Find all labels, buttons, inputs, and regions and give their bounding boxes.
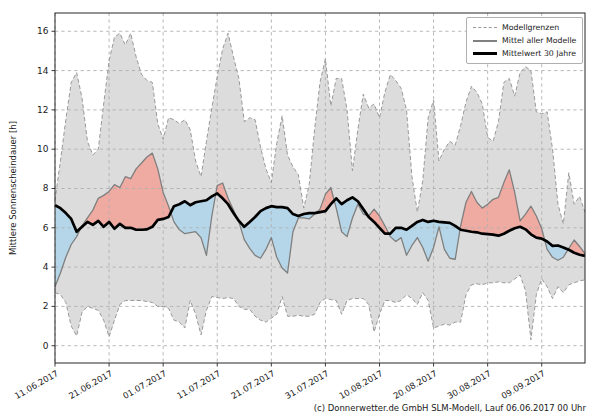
y-tick-label: 16: [37, 26, 49, 36]
y-tick-label: 8: [43, 183, 49, 193]
y-tick-label: 2: [43, 301, 49, 311]
legend: Modellgrenzen Mittel aller Modelle Mitte…: [466, 17, 583, 64]
x-tick-label: 21.07.2017: [229, 368, 276, 401]
x-tick-label: 31.07.2017: [283, 368, 330, 401]
y-tick-label: 14: [37, 66, 49, 76]
x-tick-label: 11.07.2017: [175, 368, 222, 401]
legend-label-modellgrenzen: Modellgrenzen: [502, 23, 559, 32]
legend-label-mittelwert-30-jahre: Mittelwert 30 Jahre: [502, 49, 576, 58]
legend-label-mittel-aller-modelle: Mittel aller Modelle: [502, 36, 576, 45]
dashed-line-icon: [473, 27, 497, 28]
y-tick-label: 6: [43, 223, 49, 233]
y-axis-label: Mittlere Sonnenscheindauer [h]: [8, 121, 18, 255]
figure: 0 2 4 6 8 10 12 14 16 11.06.201721.06.201701.07.2…: [0, 0, 600, 420]
x-tick-label: 20.08.2017: [391, 368, 438, 401]
y-tick-label: 12: [37, 105, 48, 115]
x-tick-label: 30.08.2017: [445, 368, 492, 401]
gray-line-icon: [473, 40, 497, 42]
x-tick-label: 10.08.2017: [337, 368, 384, 401]
y-tick-label: 4: [43, 262, 49, 272]
x-tick-label: 09.09.2017: [500, 368, 547, 401]
legend-item-modellgrenzen: Modellgrenzen: [473, 22, 576, 33]
legend-item-mittelwert-30-jahre: Mittelwert 30 Jahre: [473, 48, 576, 59]
x-tick-label: 01.07.2017: [121, 368, 168, 401]
legend-item-mittel-aller-modelle: Mittel aller Modelle: [473, 35, 576, 46]
copyright-text: (c) Donnerwetter.de GmbH SLM-Modell, Lau…: [314, 403, 586, 413]
y-tick-label: 10: [37, 144, 49, 154]
y-tick-label: 0: [43, 341, 49, 351]
black-line-icon: [473, 52, 497, 55]
x-tick-label: 21.06.2017: [67, 368, 114, 401]
x-tick-label: 11.06.2017: [13, 368, 60, 401]
